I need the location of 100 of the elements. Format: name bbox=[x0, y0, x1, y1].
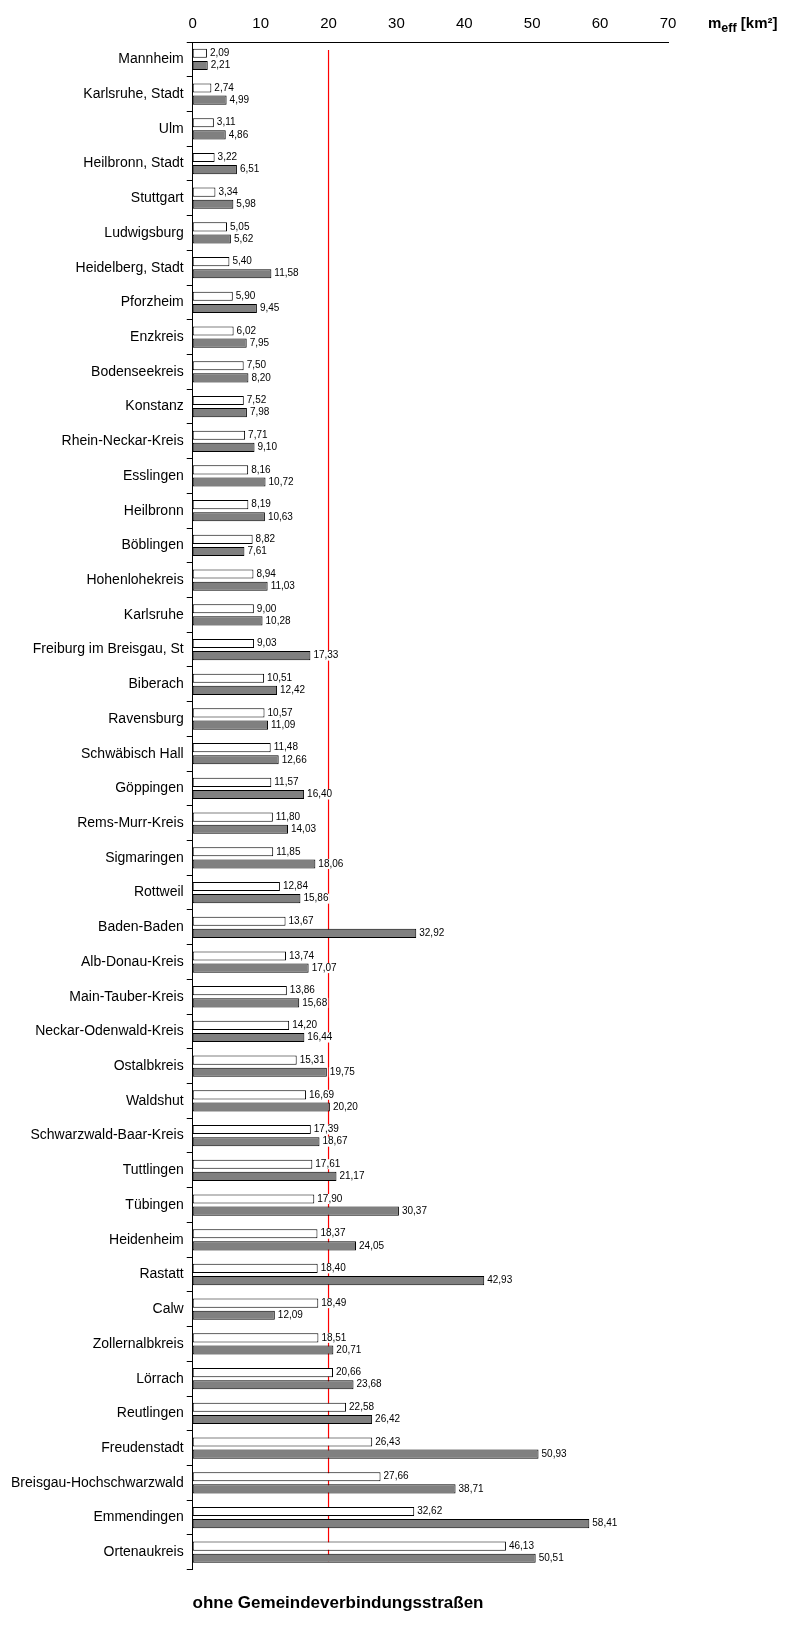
data-label: 23,68 bbox=[356, 1378, 382, 1390]
y-tick-label: Tuttlingen bbox=[122, 1161, 184, 1178]
y-tick-label: Ulm bbox=[158, 119, 184, 136]
data-label: 17,39 bbox=[313, 1123, 340, 1135]
data-label: 3,34 bbox=[218, 185, 239, 197]
data-label: 8,16 bbox=[251, 463, 272, 475]
x-tick-label: 40 bbox=[455, 14, 473, 32]
data-label: 8,82 bbox=[255, 533, 276, 545]
data-label: 10,63 bbox=[267, 510, 294, 522]
data-label: 5,62 bbox=[233, 232, 254, 244]
y-tick-label: Böblingen bbox=[121, 536, 184, 553]
data-label: 18,49 bbox=[321, 1296, 347, 1308]
data-label: 17,07 bbox=[311, 961, 338, 973]
data-label: 46,13 bbox=[508, 1539, 535, 1551]
data-label: 8,19 bbox=[251, 498, 272, 510]
data-label: 21,17 bbox=[339, 1170, 365, 1182]
data-label: 7,52 bbox=[246, 394, 267, 406]
x-tick-label: 0 bbox=[188, 14, 197, 32]
y-tick-label: Heilbronn bbox=[123, 501, 184, 518]
data-label: 12,84 bbox=[282, 880, 309, 892]
data-label: 6,02 bbox=[236, 324, 257, 336]
data-label: 12,09 bbox=[277, 1309, 304, 1321]
data-label: 50,93 bbox=[541, 1447, 567, 1459]
data-label: 16,44 bbox=[307, 1031, 333, 1043]
data-label: 5,40 bbox=[232, 255, 253, 267]
data-label: 18,51 bbox=[321, 1331, 347, 1343]
y-tick-label: Freiburg im Breisgau, St bbox=[32, 640, 184, 657]
data-label: 30,37 bbox=[401, 1204, 428, 1216]
data-label: 9,00 bbox=[256, 602, 277, 614]
text: ohne Gemeindeverbindungsstraßen bbox=[192, 1593, 484, 1613]
data-label: 13,86 bbox=[289, 984, 316, 996]
data-label: 9,10 bbox=[257, 441, 278, 453]
y-tick-label: Ostalbkreis bbox=[113, 1057, 184, 1074]
data-label: 12,42 bbox=[280, 684, 306, 696]
data-label: 9,45 bbox=[259, 302, 280, 314]
data-label: 17,90 bbox=[317, 1192, 343, 1204]
data-label: 14,20 bbox=[292, 1019, 318, 1031]
x-tick-label: 30 bbox=[388, 14, 405, 32]
y-tick-label: Calw bbox=[152, 1300, 185, 1317]
y-tick-label: Konstanz bbox=[125, 397, 184, 414]
y-tick-label: Mannheim bbox=[118, 50, 184, 67]
data-label: 50,51 bbox=[538, 1552, 565, 1564]
data-label: 18,40 bbox=[320, 1262, 347, 1274]
data-label: 26,43 bbox=[375, 1435, 401, 1447]
data-label: 27,66 bbox=[383, 1470, 409, 1482]
data-label: 10,72 bbox=[268, 475, 294, 487]
data-label: 17,33 bbox=[313, 649, 339, 661]
y-tick-label: Schwarzwald-Baar-Kreis bbox=[30, 1126, 184, 1143]
data-label: 11,03 bbox=[270, 579, 296, 591]
data-label: 26,42 bbox=[375, 1413, 401, 1425]
x-tick-label: 50 bbox=[523, 14, 541, 32]
y-tick-label: Karlsruhe, Stadt bbox=[83, 84, 184, 101]
y-tick-label: Stuttgart bbox=[130, 189, 184, 206]
data-label: 42,93 bbox=[487, 1274, 513, 1286]
y-tick-label: Pforzheim bbox=[120, 293, 184, 310]
y-tick-label: Heilbronn, Stadt bbox=[83, 154, 184, 171]
data-label: 16,69 bbox=[309, 1088, 335, 1100]
data-label: 7,61 bbox=[247, 545, 268, 557]
data-label: 15,68 bbox=[302, 996, 328, 1008]
data-label: 10,51 bbox=[267, 671, 293, 683]
data-label: 58,41 bbox=[592, 1517, 618, 1529]
y-tick-label: Schwäbisch Hall bbox=[81, 744, 184, 761]
data-label: 20,66 bbox=[336, 1366, 362, 1378]
x-tick-label: 10 bbox=[252, 14, 269, 32]
data-label: 14,03 bbox=[290, 822, 317, 834]
data-label: 11,85 bbox=[276, 845, 301, 857]
data-label: 7,98 bbox=[249, 406, 270, 418]
y-tick-label: Biberach bbox=[128, 675, 184, 692]
y-tick-label: Neckar-Odenwald-Kreis bbox=[35, 1022, 184, 1039]
data-label: 11,58 bbox=[274, 267, 300, 279]
y-tick-label: Rastatt bbox=[139, 1265, 184, 1282]
data-label: 8,20 bbox=[251, 371, 272, 383]
data-label: 15,31 bbox=[299, 1053, 326, 1065]
data-label: 18,37 bbox=[320, 1227, 346, 1239]
y-tick-label: Ludwigsburg bbox=[104, 223, 184, 240]
y-tick-label: Alb-Donau-Kreis bbox=[81, 952, 184, 969]
data-label: 16,40 bbox=[307, 788, 333, 800]
x-tick-label: 20 bbox=[320, 14, 337, 32]
y-tick-label: Reutlingen bbox=[116, 1404, 184, 1421]
y-tick-label: Emmendingen bbox=[93, 1508, 184, 1525]
data-label: 18,06 bbox=[318, 857, 344, 869]
data-label: 5,05 bbox=[230, 220, 250, 232]
data-label: 20,71 bbox=[336, 1343, 362, 1355]
data-label: 11,80 bbox=[275, 810, 301, 822]
data-label: 7,71 bbox=[248, 428, 268, 440]
y-tick-label: Bodenseekreis bbox=[91, 362, 184, 379]
y-tick-label: Sigmaringen bbox=[105, 848, 184, 865]
data-label: 4,99 bbox=[229, 93, 250, 105]
y-tick-label: Göppingen bbox=[115, 779, 184, 796]
y-tick-label: Enzkreis bbox=[130, 327, 184, 344]
y-tick-label: Karlsruhe bbox=[123, 605, 184, 622]
data-label: 10,57 bbox=[267, 706, 293, 718]
x-axis-title: m$_{eff}$ [km²] bbox=[708, 14, 778, 35]
data-label: 13,74 bbox=[289, 949, 315, 961]
y-tick-label: Freudenstadt bbox=[101, 1438, 184, 1455]
data-label: 15,86 bbox=[303, 892, 329, 904]
data-label: 2,74 bbox=[214, 81, 235, 93]
data-label: 38,71 bbox=[458, 1482, 485, 1494]
data-label: 9,03 bbox=[257, 637, 277, 649]
y-tick-label: Hohenlohekreis bbox=[86, 570, 184, 587]
